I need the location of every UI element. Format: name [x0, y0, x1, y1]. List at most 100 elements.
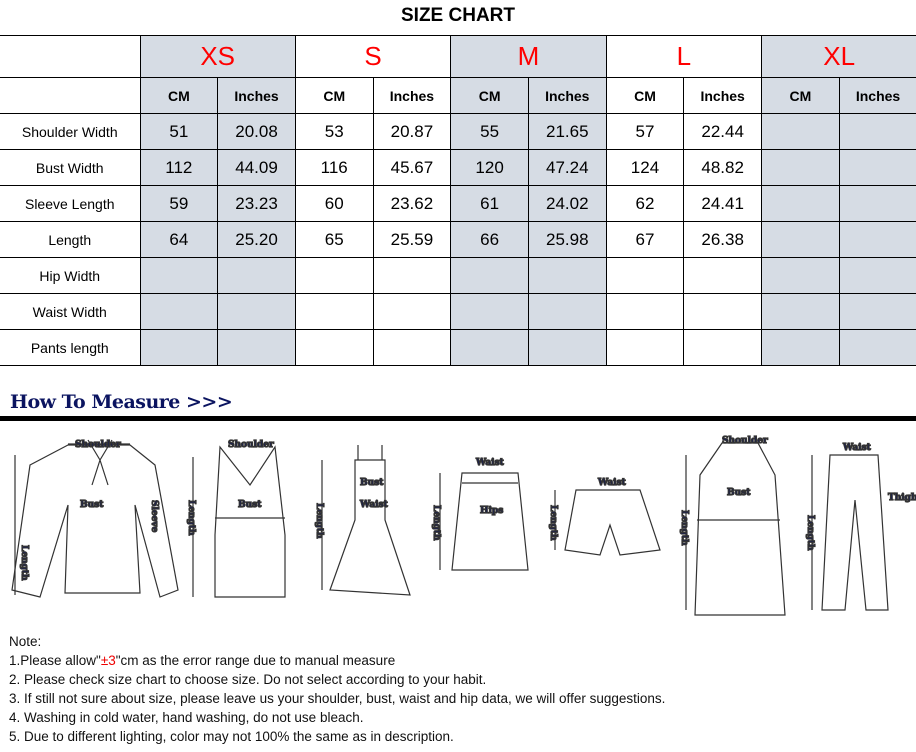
measurement-cell: 26.38 [683, 221, 763, 258]
unit-inches: Inches [372, 77, 452, 114]
measurement-cell [294, 293, 374, 330]
svg-text:Bust: Bust [727, 488, 751, 498]
measurement-cell: 116 [294, 149, 374, 186]
measurement-cell: 25.59 [372, 221, 452, 258]
measurement-cell [761, 149, 840, 186]
svg-text:Waist: Waist [842, 443, 872, 453]
unit-cm: CM [294, 77, 374, 114]
measurement-cell [372, 257, 452, 294]
measurement-cell [761, 329, 840, 366]
note-1-text: 1.Please allow" [9, 653, 101, 668]
svg-text:Hips: Hips [480, 506, 503, 516]
measurement-illustrations: Shoulder Bust Length Sleeve Shoulder Bus… [11, 435, 916, 616]
unit-cm: CM [761, 77, 840, 114]
unit-cm: CM [139, 77, 219, 114]
row-label: Hip Width [0, 257, 141, 294]
measurement-cell [761, 113, 840, 150]
note-1: 1.Please allow"±3"cm as the error range … [9, 651, 665, 670]
measurement-cell [761, 221, 840, 258]
pants-figure: Waist Thigh Length [804, 442, 916, 611]
measurement-cell: 23.62 [372, 185, 452, 222]
notes-heading: Note: [9, 634, 42, 649]
row-label: Waist Width [0, 293, 141, 330]
measurement-cell [372, 329, 452, 366]
measurement-cell [683, 257, 763, 294]
measurement-cell [527, 329, 607, 366]
measurement-cell [139, 329, 219, 366]
unit-inches: Inches [527, 77, 607, 114]
row-label: Length [0, 221, 141, 258]
measurement-cell: 55 [450, 113, 529, 150]
measurement-cell: 23.23 [217, 185, 296, 222]
shorts-figure: Waist Length [547, 477, 661, 556]
measurement-cell [139, 257, 219, 294]
measurement-cell: 64 [139, 221, 219, 258]
row-label: Pants length [0, 329, 141, 366]
how-to-measure-heading: How To Measure >>> [10, 391, 233, 413]
svg-text:Waist: Waist [597, 478, 627, 488]
skirt-figure: Waist Hips Length [430, 457, 529, 571]
measurement-cell: 20.87 [372, 113, 452, 150]
measurement-cell: 25.98 [527, 221, 607, 258]
measurement-cell [527, 257, 607, 294]
size-header-l: L [605, 35, 763, 78]
measurement-cell [761, 293, 840, 330]
size-header-xl: XL [761, 35, 916, 78]
measurement-cell [294, 257, 374, 294]
measurement-cell [838, 329, 916, 366]
measurement-cell: 47.24 [527, 149, 607, 186]
measurement-cell: 62 [605, 185, 685, 222]
unit-inches: Inches [683, 77, 763, 114]
measurement-cell [683, 293, 763, 330]
measurement-cell [217, 329, 296, 366]
note-5: 5. Due to different lighting, color may … [9, 729, 454, 744]
measurement-cell: 65 [294, 221, 374, 258]
note-4: 4. Washing in cold water, hand washing, … [9, 710, 364, 725]
svg-text:Length: Length [186, 500, 196, 536]
measurement-cell: 60 [294, 185, 374, 222]
svg-text:Waist: Waist [475, 458, 505, 468]
svg-text:Waist: Waist [359, 500, 389, 510]
measurement-cell [605, 329, 685, 366]
measurement-cell [527, 293, 607, 330]
measurement-cell [761, 185, 840, 222]
tank-top-figure: Shoulder Bust Length [185, 439, 286, 598]
measurement-cell: 44.09 [217, 149, 296, 186]
table-row: Sleeve Length 59 23.23 60 23.62 61 24.02 62 24.4… [0, 185, 916, 222]
corner-cell [0, 35, 141, 78]
measurement-cell [838, 185, 916, 222]
page-title: SIZE CHART [401, 5, 515, 26]
measurement-cell: 59 [139, 185, 219, 222]
table-row: Length 64 25.20 65 25.59 66 25.98 67 26.38 [0, 221, 916, 258]
measurement-cell [294, 329, 374, 366]
measurement-cell [761, 257, 840, 294]
coat-figure: Shoulder Bust Length [678, 435, 786, 616]
unit-inches: Inches [217, 77, 296, 114]
note-1-tolerance: ±3 [100, 653, 116, 668]
svg-text:Bust: Bust [80, 500, 104, 510]
measurement-cell: 24.02 [527, 185, 607, 222]
measurement-cell: 21.65 [527, 113, 607, 150]
table-row: Hip Width [0, 257, 916, 294]
measurement-cell [217, 293, 296, 330]
measurement-cell [605, 293, 685, 330]
svg-text:Shoulder: Shoulder [228, 440, 274, 450]
measurement-cell: 25.20 [217, 221, 296, 258]
measurement-cell: 24.41 [683, 185, 763, 222]
units-row: CM Inches CM Inches CM Inches CM Inches CM Inches [0, 77, 916, 114]
size-header-xs: XS [139, 35, 296, 78]
svg-text:Thigh: Thigh [888, 493, 916, 503]
svg-text:Sleeve: Sleeve [149, 500, 159, 533]
measurement-cell: 20.08 [217, 113, 296, 150]
measurement-cell [838, 221, 916, 258]
note-2: 2. Please check size chart to choose siz… [9, 672, 487, 687]
svg-text:Length: Length [431, 505, 441, 541]
measurement-cell [683, 329, 763, 366]
measurement-cell: 53 [294, 113, 374, 150]
svg-text:Length: Length [548, 505, 558, 541]
measurement-cell [450, 293, 529, 330]
measurement-cell: 61 [450, 185, 529, 222]
measurement-cell: 120 [450, 149, 529, 186]
size-header-row: XS S M L XL [0, 35, 916, 78]
measurement-cell [838, 113, 916, 150]
